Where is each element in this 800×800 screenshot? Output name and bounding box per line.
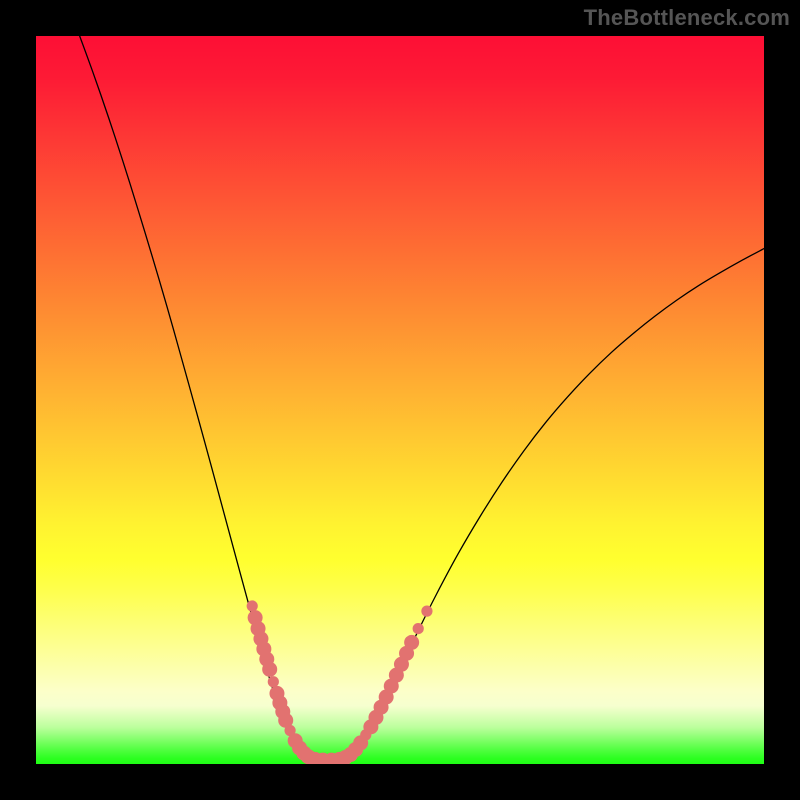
marker-dot: [413, 623, 424, 634]
marker-dot: [421, 606, 432, 617]
marker-dot: [262, 662, 277, 677]
marker-dot: [268, 676, 279, 687]
chart-container: TheBottleneck.com: [0, 0, 800, 800]
watermark-text: TheBottleneck.com: [584, 5, 790, 31]
marker-dot: [404, 635, 419, 650]
chart-svg: [0, 0, 800, 800]
marker-dot: [247, 600, 258, 611]
